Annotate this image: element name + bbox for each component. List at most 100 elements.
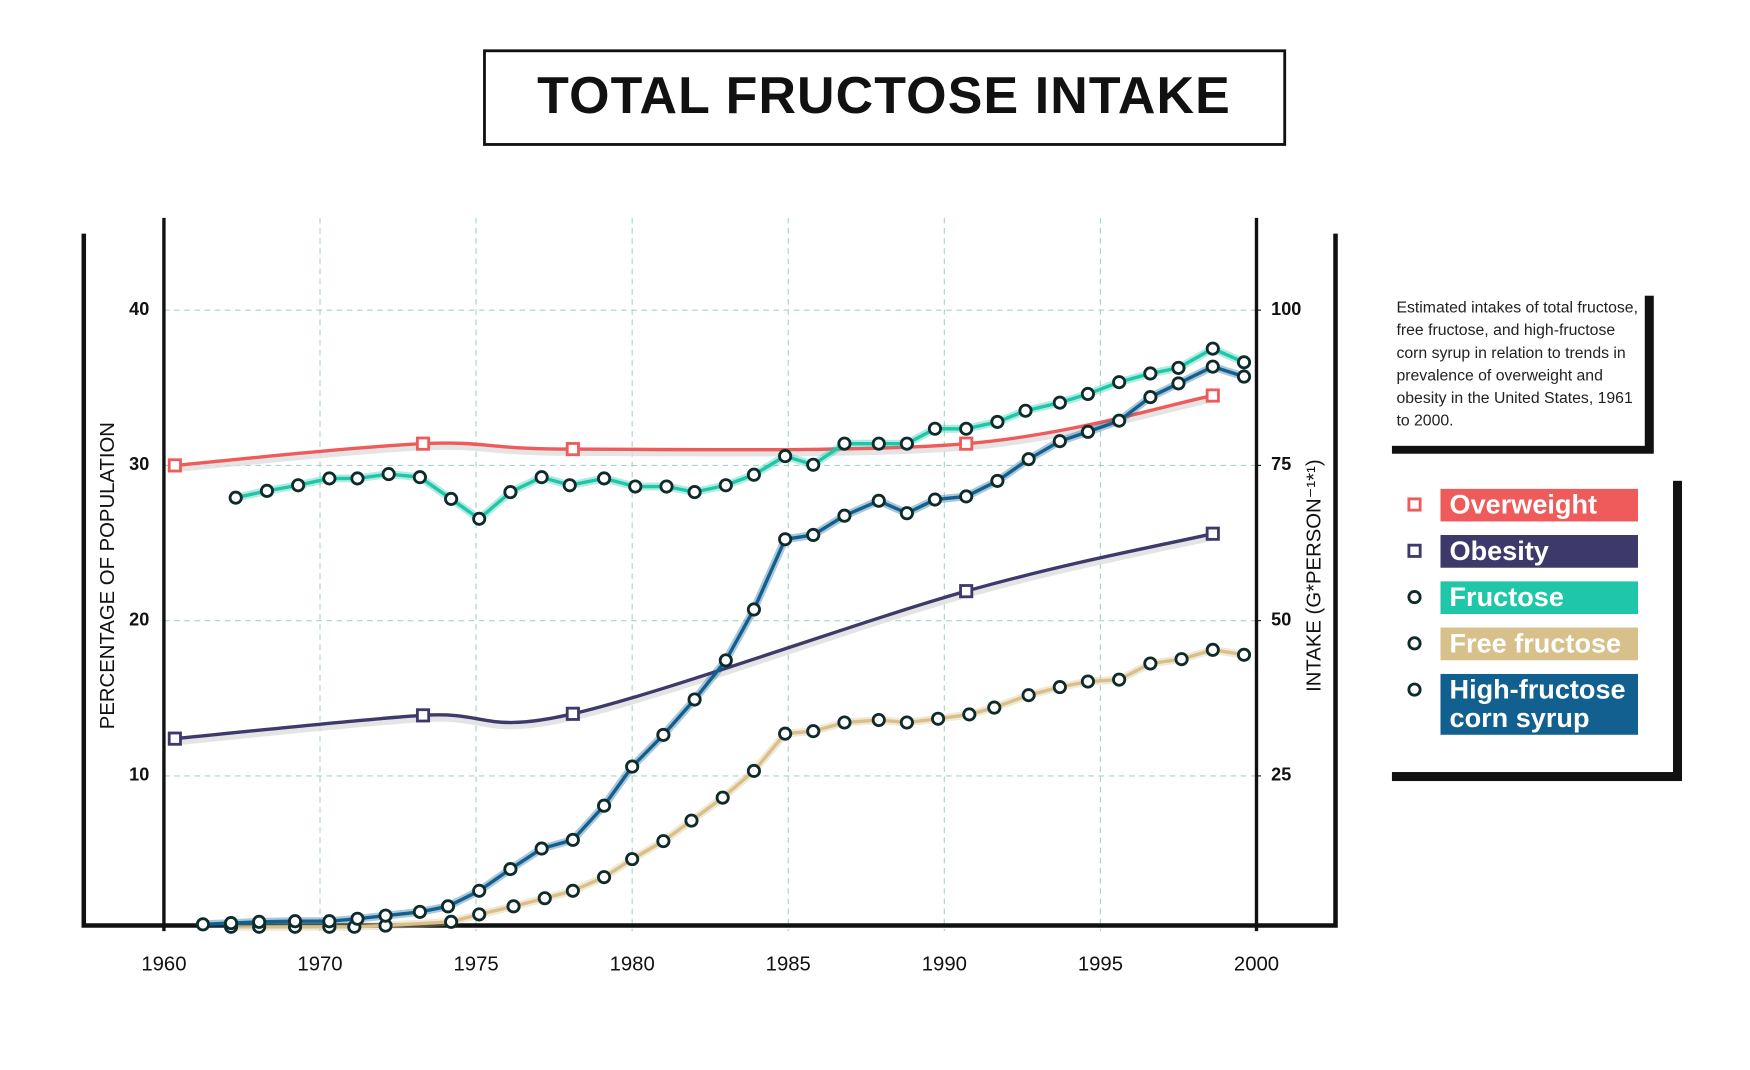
y-tick-label: 10 — [129, 765, 149, 785]
y2-tick-label: 50 — [1271, 609, 1291, 629]
marker — [715, 790, 730, 805]
legend-entry: Obesity — [1440, 535, 1638, 568]
marker — [1143, 390, 1158, 405]
marker — [350, 911, 365, 926]
marker — [837, 508, 852, 523]
marker — [931, 711, 946, 726]
legend-label: Fructose — [1440, 581, 1638, 615]
chart-title: TOTAL FRUCTOSE INTAKE — [537, 67, 1231, 125]
marker — [1112, 413, 1127, 428]
marker — [506, 899, 521, 914]
marker — [778, 726, 793, 741]
marker — [899, 506, 914, 521]
marker — [659, 479, 674, 494]
marker — [534, 841, 549, 856]
marker — [287, 914, 303, 929]
marker — [1236, 647, 1252, 662]
y2-tick-label: 100 — [1271, 299, 1301, 319]
marker — [1171, 376, 1186, 391]
legend-entry: Fructose — [1440, 581, 1638, 615]
marker — [562, 478, 577, 493]
marker — [472, 907, 487, 922]
marker — [1236, 355, 1252, 370]
title-box — [483, 49, 1287, 146]
marker — [322, 471, 337, 486]
y2-axis-label: INTAKE (G*PERSON⁻¹*¹) — [1304, 459, 1326, 691]
x-tick-label: 1985 — [766, 953, 811, 975]
x-tick-label: 1970 — [297, 953, 342, 975]
marker — [195, 917, 210, 932]
marker — [656, 834, 671, 849]
marker — [1018, 403, 1033, 418]
marker — [1407, 497, 1422, 512]
marker — [746, 467, 761, 482]
line-shadow — [231, 645, 1245, 931]
marker — [927, 421, 943, 436]
marker — [656, 727, 671, 742]
marker — [962, 707, 977, 722]
marker — [927, 492, 943, 507]
marker — [684, 813, 699, 828]
y2-tick-label: 75 — [1271, 454, 1291, 474]
marker — [806, 724, 821, 739]
marker — [503, 485, 518, 500]
marker — [1080, 674, 1095, 689]
marker — [718, 653, 733, 668]
marker — [899, 436, 914, 451]
y-tick-label: 40 — [129, 299, 149, 319]
marker — [381, 467, 396, 482]
marker — [537, 891, 552, 906]
marker — [167, 731, 182, 746]
marker — [871, 493, 886, 508]
x-tick-label: 2000 — [1234, 953, 1279, 975]
line — [174, 532, 1214, 741]
plot-frame — [162, 217, 1259, 932]
marker — [1021, 452, 1036, 467]
marker — [534, 470, 549, 485]
marker — [1174, 652, 1189, 667]
marker — [1205, 526, 1220, 541]
marker — [959, 584, 974, 599]
marker — [1236, 369, 1252, 384]
marker — [1205, 388, 1220, 403]
marker — [444, 491, 459, 506]
marker — [252, 914, 267, 929]
marker — [415, 708, 431, 723]
marker — [503, 862, 518, 877]
marker — [625, 852, 640, 867]
marker — [1052, 434, 1067, 449]
marker — [959, 421, 974, 436]
marker — [350, 471, 365, 486]
marker — [871, 712, 886, 728]
marker — [687, 692, 702, 707]
marker — [806, 527, 821, 543]
legend-entry: Free fructose — [1440, 627, 1638, 661]
marker — [291, 478, 306, 493]
marker — [597, 471, 612, 486]
marker — [1143, 366, 1158, 381]
marker — [259, 483, 274, 498]
marker — [990, 414, 1005, 429]
marker — [1112, 375, 1127, 390]
marker — [565, 883, 580, 898]
marker — [990, 473, 1005, 488]
marker — [1407, 682, 1422, 697]
marker — [412, 904, 427, 919]
marker — [223, 916, 239, 931]
marker — [987, 700, 1002, 715]
marker — [167, 458, 182, 473]
marker — [625, 759, 640, 774]
marker — [1205, 341, 1220, 356]
marker — [444, 914, 459, 929]
marker — [1052, 395, 1067, 410]
marker — [1205, 642, 1220, 657]
y-tick-label: 30 — [129, 454, 149, 474]
marker — [412, 470, 427, 485]
marker — [1112, 672, 1127, 687]
marker — [959, 436, 974, 451]
marker — [415, 436, 431, 451]
marker — [899, 715, 914, 730]
marker — [228, 490, 243, 505]
marker — [1407, 543, 1422, 558]
